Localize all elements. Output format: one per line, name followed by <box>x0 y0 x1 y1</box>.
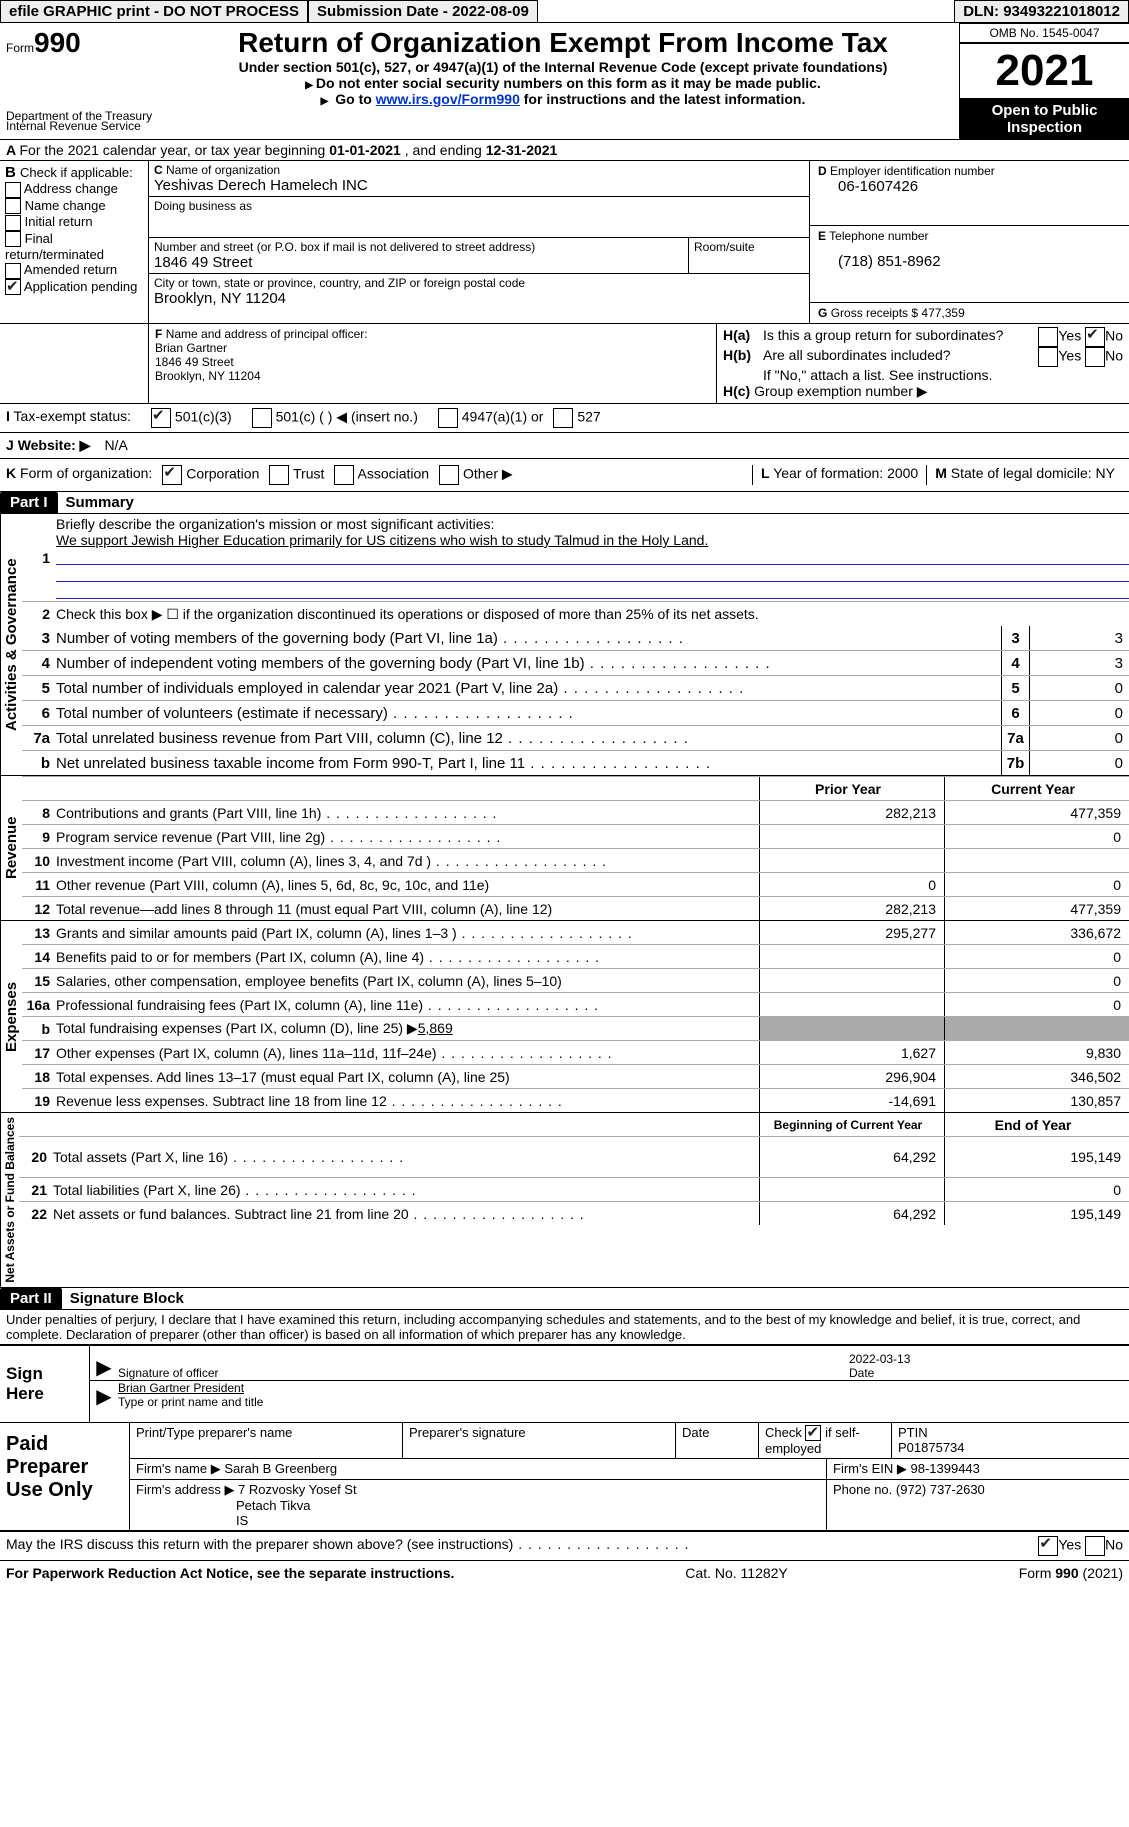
paid-preparer: Paid Preparer Use Only Print/Type prepar… <box>0 1422 1129 1533</box>
irs-label: Internal Revenue Service <box>6 119 161 133</box>
sign-date: 2022-03-13 <box>849 1352 1129 1366</box>
section-b-c-d: B Check if applicable: Address change Na… <box>0 161 1129 324</box>
header-left: Form990 Department of the Treasury Inter… <box>0 23 167 139</box>
subtitle-1: Under section 501(c), 527, or 4947(a)(1)… <box>171 59 955 75</box>
officer-street: 1846 49 Street <box>155 355 710 369</box>
subtitle-3: Go to www.irs.gov/Form990 for instructio… <box>171 91 955 107</box>
form-number: 990 <box>34 27 81 58</box>
tax-year: 2021 <box>959 43 1129 99</box>
line-a: A For the 2021 calendar year, or tax yea… <box>0 140 1129 161</box>
part-1-header: Part ISummary <box>0 492 1129 514</box>
fundraising-total: 5,869 <box>418 1020 453 1036</box>
vert-expenses: Expenses <box>0 921 22 1112</box>
line-j: J Website: ▶ N/A <box>0 433 1129 459</box>
vert-activities: Activities & Governance <box>0 514 22 775</box>
col-d-e-g: D Employer identification number 06-1607… <box>809 161 1129 323</box>
sign-here: Sign Here ▶ Signature of officer 2022-03… <box>0 1344 1129 1422</box>
vert-net: Net Assets or Fund Balances <box>0 1113 19 1287</box>
firm-name: Sarah B Greenberg <box>224 1461 337 1476</box>
submission-date: Submission Date - 2022-08-09 <box>308 0 538 22</box>
footer-left: For Paperwork Reduction Act Notice, see … <box>6 1565 454 1581</box>
form-label: Form <box>6 41 34 55</box>
street: 1846 49 Street <box>154 254 683 271</box>
preparer-label: Paid Preparer Use Only <box>0 1423 130 1531</box>
footer: For Paperwork Reduction Act Notice, see … <box>0 1561 1129 1585</box>
vert-revenue: Revenue <box>0 776 22 920</box>
activities-governance: Activities & Governance 1 Briefly descri… <box>0 514 1129 775</box>
part-2-header: Part IISignature Block <box>0 1288 1129 1309</box>
dba-label: Doing business as <box>154 199 804 213</box>
dln: DLN: 93493221018012 <box>954 0 1129 22</box>
section-h: H(a) Is this a group return for subordin… <box>716 324 1129 403</box>
sign-here-label: Sign Here <box>0 1346 90 1422</box>
org-name: Yeshivas Derech Hamelech INC <box>154 177 804 194</box>
firm-ein: 98-1399443 <box>910 1461 979 1476</box>
top-bar: efile GRAPHIC print - DO NOT PROCESS Sub… <box>0 0 1129 23</box>
city-label: City or town, state or province, country… <box>154 276 804 290</box>
room-label: Room/suite <box>689 238 809 273</box>
phone: (718) 851-8962 <box>818 253 1121 270</box>
subtitle-2: Do not enter social security numbers on … <box>171 75 955 91</box>
ptin: P01875734 <box>898 1440 965 1455</box>
form-header: Form990 Department of the Treasury Inter… <box>0 23 1129 140</box>
header-right: OMB No. 1545-0047 2021 Open to Public In… <box>959 23 1129 139</box>
cat-no: Cat. No. 11282Y <box>685 1565 787 1581</box>
line-i: I Tax-exempt status: 501(c)(3) 501(c) ( … <box>0 404 1129 433</box>
expenses-section: Expenses 13Grants and similar amounts pa… <box>0 920 1129 1112</box>
discuss-line: May the IRS discuss this return with the… <box>0 1532 1129 1561</box>
efile-label: efile GRAPHIC print - DO NOT PROCESS <box>0 0 308 22</box>
street-label: Number and street (or P.O. box if mail i… <box>154 240 683 254</box>
irs-link[interactable]: www.irs.gov/Form990 <box>376 91 520 107</box>
section-f-h: F Name and address of principal officer:… <box>0 324 1129 404</box>
col-c: C Name of organization Yeshivas Derech H… <box>148 161 809 323</box>
footer-right: Form 990 (2021) <box>1019 1565 1123 1581</box>
city: Brooklyn, NY 11204 <box>154 290 804 307</box>
officer-title: Brian Gartner President <box>118 1381 1129 1395</box>
open-inspection: Open to Public Inspection <box>959 99 1129 139</box>
form-title: Return of Organization Exempt From Incom… <box>171 27 955 59</box>
col-b: B Check if applicable: Address change Na… <box>0 161 148 323</box>
omb-number: OMB No. 1545-0047 <box>959 23 1129 43</box>
line-k-l-m: K Form of organization: Corporation Trus… <box>0 459 1129 492</box>
gross-receipts: 477,359 <box>921 306 964 320</box>
declaration: Under penalties of perjury, I declare th… <box>0 1309 1129 1344</box>
officer-name: Brian Gartner <box>155 341 710 355</box>
officer-city: Brooklyn, NY 11204 <box>155 369 710 383</box>
mission-label: Briefly describe the organization's miss… <box>56 516 1129 532</box>
firm-phone: (972) 737-2630 <box>896 1482 985 1497</box>
revenue-section: Revenue Prior YearCurrent Year 8Contribu… <box>0 775 1129 920</box>
mission-text: We support Jewish Higher Education prima… <box>56 532 1129 548</box>
website: N/A <box>90 437 127 454</box>
net-assets-section: Net Assets or Fund Balances Beginning of… <box>0 1112 1129 1288</box>
ein: 06-1607426 <box>818 178 1121 195</box>
header-center: Return of Organization Exempt From Incom… <box>167 23 959 139</box>
